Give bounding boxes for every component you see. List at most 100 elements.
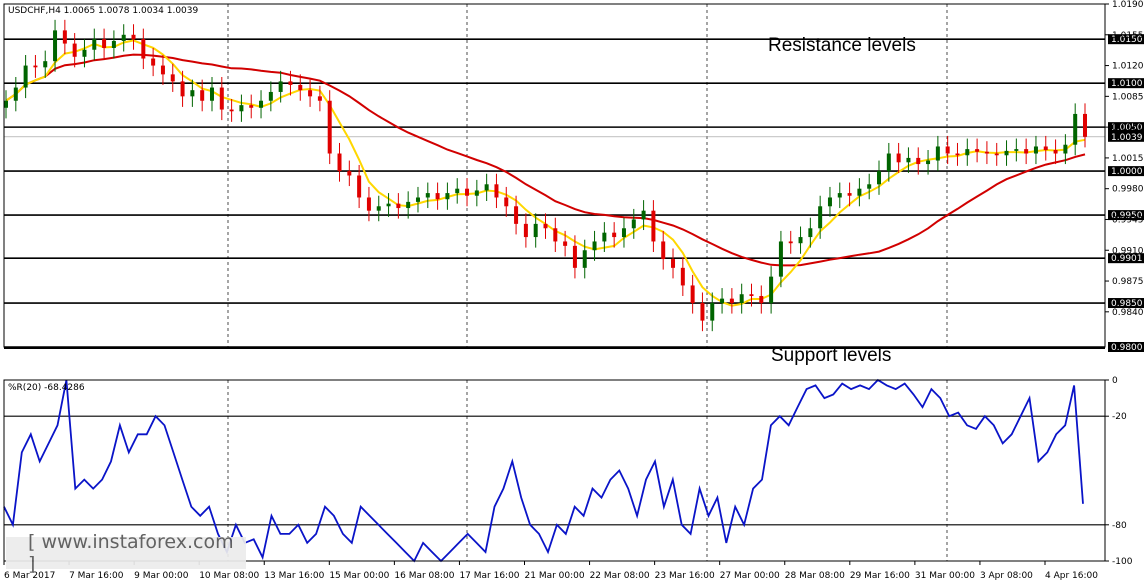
level-tag xyxy=(1108,298,1144,309)
current-price-label: 1.0039 xyxy=(1111,133,1143,143)
candle-body xyxy=(631,219,636,229)
candle-body xyxy=(533,223,538,238)
candle-body xyxy=(1073,113,1078,145)
candle-body xyxy=(563,241,568,246)
candle-body xyxy=(690,285,695,304)
candle-body xyxy=(425,193,430,198)
time-label: 23 Mar 16:00 xyxy=(655,571,715,581)
candle-body xyxy=(984,151,989,154)
wpr-tick-label: -80 xyxy=(1112,521,1127,531)
candle-body xyxy=(278,81,283,92)
price-tick-label: 0.9910 xyxy=(1112,246,1144,256)
candle-body xyxy=(4,100,8,108)
time-label: 4 Apr 16:00 xyxy=(1045,571,1098,581)
candle-body xyxy=(1053,149,1058,154)
grid xyxy=(227,4,948,561)
candle-body xyxy=(857,188,862,196)
level-tag-label: 0.9800 xyxy=(1111,343,1143,353)
candle-body xyxy=(13,87,18,101)
time-label: 7 Mar 16:00 xyxy=(69,571,124,581)
candle-body xyxy=(465,188,470,196)
candle-body xyxy=(396,203,401,209)
candle-body xyxy=(484,184,489,191)
price-tick-label: 0.9945 xyxy=(1112,215,1144,225)
indicator-pane-frame xyxy=(3,379,1106,562)
price-pane-frame xyxy=(3,3,1106,348)
candle-body xyxy=(229,109,234,112)
candle-body xyxy=(955,153,960,156)
level-tag-label: 1.0050 xyxy=(1111,123,1143,133)
watermark: [ www.instaforex.com ] xyxy=(6,531,246,575)
level-tag xyxy=(1108,166,1144,177)
time-label: 17 Mar 16:00 xyxy=(459,571,519,581)
candle-body xyxy=(200,90,205,101)
candle-body xyxy=(612,232,617,238)
candle-body xyxy=(268,91,273,101)
level-tag-label: 1.0150 xyxy=(1111,35,1143,45)
price-tick-label: 1.0120 xyxy=(1112,62,1144,72)
candle-body xyxy=(1043,146,1048,150)
candle-body xyxy=(720,298,725,304)
candle-body xyxy=(239,105,244,112)
wpr-tick-label: 0 xyxy=(1112,376,1118,386)
candle-body xyxy=(180,81,185,97)
candle-body xyxy=(366,197,371,211)
time-label: 9 Mar 00:00 xyxy=(134,571,189,581)
wpr-tick-label: -20 xyxy=(1112,412,1127,422)
candle-body xyxy=(160,65,165,75)
level-lines: 1.0150 1.0100 1.0050 1.0000 0.9950 0.9901 0.98… xyxy=(4,34,1144,353)
candle-body xyxy=(298,84,303,91)
candle-body xyxy=(945,146,950,154)
candle-body xyxy=(33,65,38,68)
candle-body xyxy=(553,228,558,242)
candle-body xyxy=(151,58,156,66)
price-tick-label: 1.0085 xyxy=(1112,92,1144,102)
candle-body xyxy=(190,90,195,97)
candle-body xyxy=(62,30,67,44)
candle-body xyxy=(994,153,999,156)
candle-body xyxy=(759,295,764,304)
candle-body xyxy=(700,303,705,321)
time-label: 6 Mar 2017 xyxy=(4,571,55,581)
ma-slow-line xyxy=(5,53,1086,267)
candle-body xyxy=(739,294,744,304)
time-label: 16 Mar 08:00 xyxy=(394,571,454,581)
time-label: 13 Mar 16:00 xyxy=(264,571,324,581)
candle-body xyxy=(259,100,264,108)
level-tag xyxy=(1108,342,1144,352)
candle-body xyxy=(445,193,450,200)
candle-body xyxy=(337,153,342,172)
candle-body xyxy=(435,193,440,200)
wpr-line xyxy=(3,378,1105,563)
candle-body xyxy=(111,40,116,48)
price-tick-label: 1.0155 xyxy=(1112,31,1144,41)
candle-body xyxy=(592,241,597,251)
candle-body xyxy=(1063,144,1068,154)
time-label: 21 Mar 00:00 xyxy=(525,571,585,581)
candle-body xyxy=(121,34,126,41)
wpr-path xyxy=(3,378,1084,563)
candle-body xyxy=(474,190,479,196)
candle-body xyxy=(886,153,891,172)
candle-body xyxy=(141,39,146,59)
candle-body xyxy=(602,232,607,242)
candle-body xyxy=(357,175,362,198)
candle-body xyxy=(818,206,823,229)
time-label: 28 Mar 08:00 xyxy=(785,571,845,581)
wpr-tick-label: -100 xyxy=(1112,557,1133,567)
current-price-tag xyxy=(1108,131,1144,142)
candle-body xyxy=(72,43,77,57)
candle-body xyxy=(406,201,411,209)
axes: 1.0190 1.0155 1.0120 1.0085 1.0050 1.0015 0.99… xyxy=(3,0,1144,581)
candle-body xyxy=(347,171,352,176)
candle-body xyxy=(926,160,931,165)
candle-body xyxy=(896,153,901,163)
candle-body xyxy=(131,34,136,40)
candle-body xyxy=(82,49,87,57)
candle-body xyxy=(661,241,666,260)
price-tick-label: 0.9875 xyxy=(1112,277,1144,287)
candle-body xyxy=(43,61,48,68)
price-tick-label: 0.9980 xyxy=(1112,185,1144,195)
time-label: 3 Apr 08:00 xyxy=(980,571,1033,581)
